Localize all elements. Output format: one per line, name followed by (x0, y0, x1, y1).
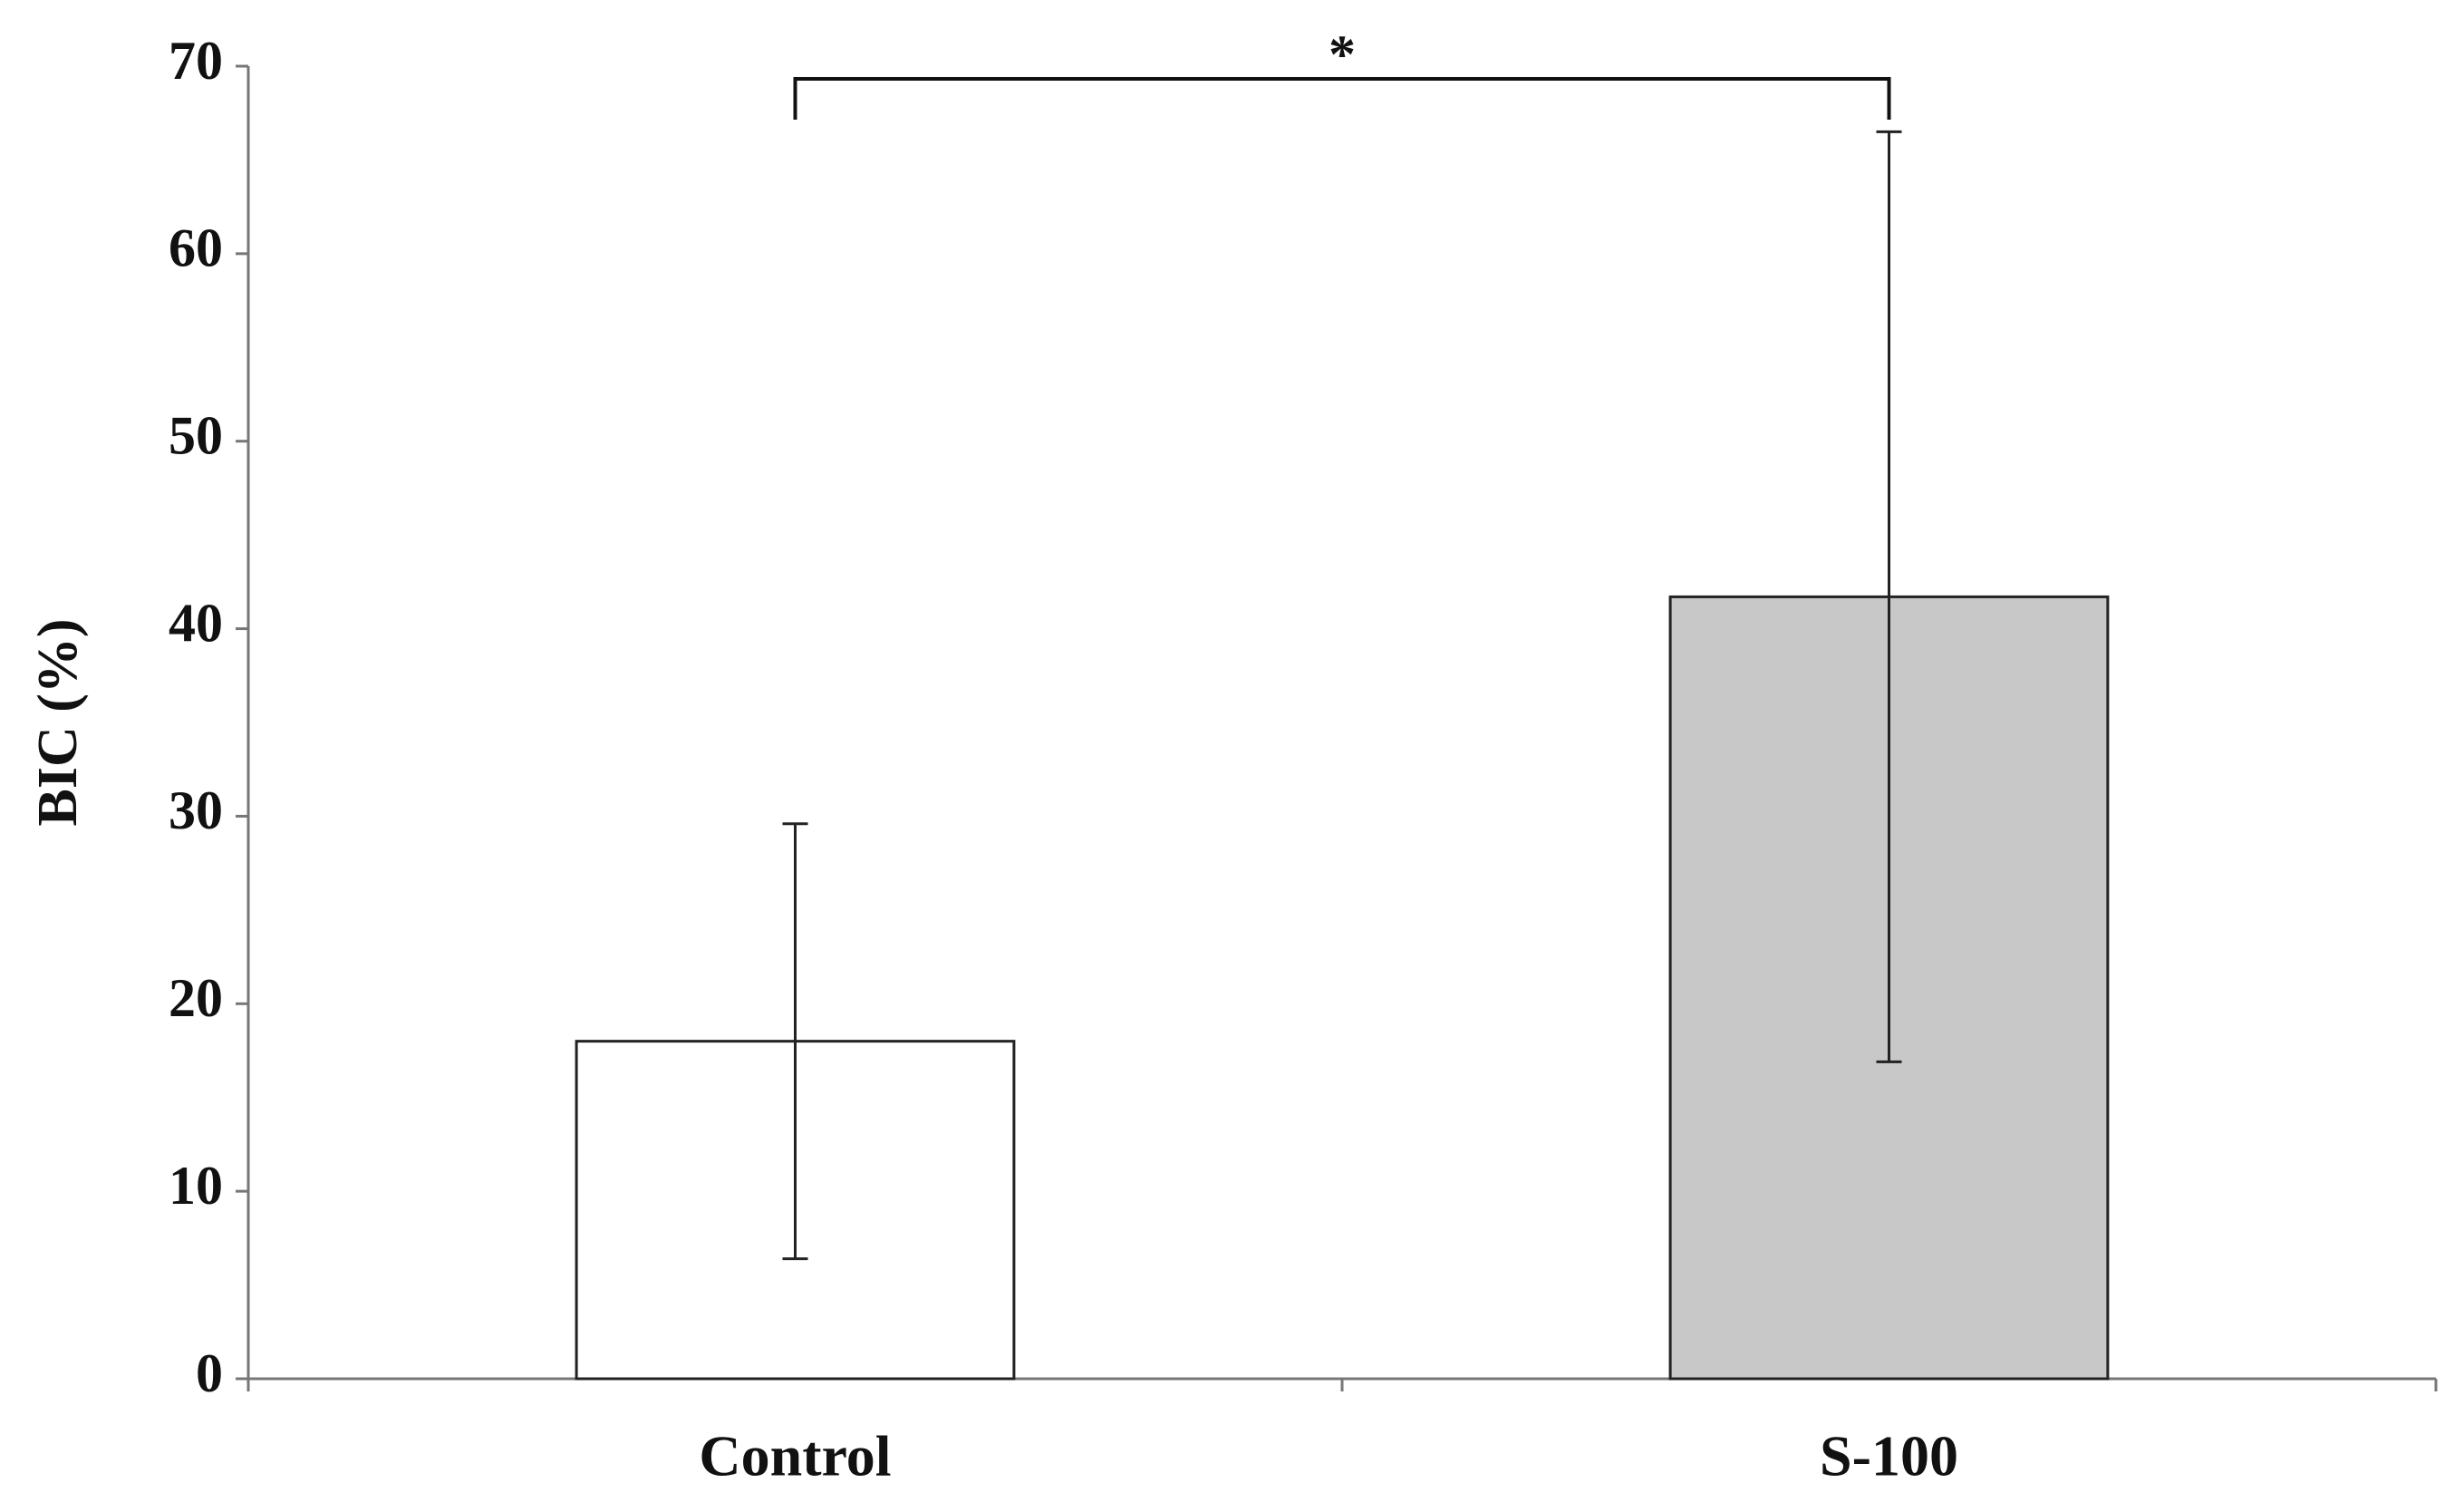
y-tick-label: 70 (169, 31, 223, 91)
x-tick-label: Control (699, 1424, 891, 1488)
y-tick-label: 10 (169, 1156, 223, 1216)
y-tick-label: 50 (169, 405, 223, 465)
x-tick-label: S-100 (1820, 1424, 1958, 1488)
y-tick-label: 20 (169, 968, 223, 1028)
significance-bracket (793, 77, 1891, 120)
y-tick-label: 40 (169, 593, 223, 653)
error-bar (782, 822, 808, 1261)
significance-label: * (1329, 24, 1356, 84)
y-axis-label: BIC (%) (27, 618, 89, 826)
y-tick-label: 60 (169, 218, 223, 278)
y-tick-label: 30 (169, 780, 223, 840)
error-bar (1876, 130, 1902, 1063)
y-tick-label: 0 (196, 1343, 223, 1403)
